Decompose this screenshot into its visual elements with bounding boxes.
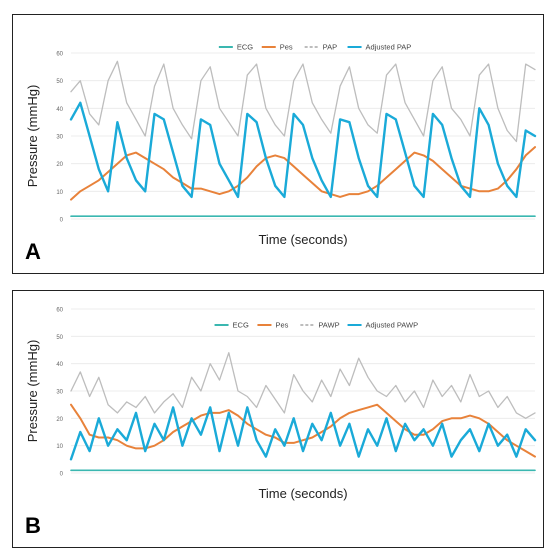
panel-label-a: A — [25, 239, 41, 264]
chart-b-x-axis-label: Time (seconds) — [258, 486, 347, 501]
chart-a-y-tick-label: 40 — [56, 107, 63, 113]
chart-b-y-tick-label: 30 — [56, 390, 63, 396]
chart-a-series-line-adjusted-pap — [69, 101, 537, 199]
chart-a-legend-label-pap: PAP — [323, 43, 337, 52]
chart-b-y-axis-label: Pressure (mmHg) — [25, 340, 40, 443]
chart-a-legend-label-pes: Pes — [280, 43, 293, 52]
chart-b-legend-label-adjusted-pawp: Adjusted PAWP — [366, 321, 419, 330]
chart-b-y-tick-label: 10 — [56, 444, 63, 450]
chart-a-legend-label-ecg: ECG — [237, 43, 253, 52]
chart-b-y-tick-label: 20 — [56, 417, 63, 423]
chart-a-legend-label-adjusted-pap: Adjusted PAP — [366, 43, 412, 52]
chart-b-series-line-adjusted-pawp — [69, 406, 537, 461]
chart-a-y-tick-label: 10 — [56, 190, 63, 196]
chart-a-y-tick-label: 50 — [56, 79, 63, 85]
chart-a-y-tick-label: 60 — [56, 52, 63, 58]
panel-label-b: B — [25, 513, 41, 538]
chart-b-y-tick-label: 0 — [60, 472, 64, 478]
chart-b-legend-label-ecg: ECG — [233, 321, 249, 330]
chart-panel-a: 0 10 20 30 40 50 60 Pressure (mmHg) Time (second… — [12, 14, 544, 274]
chart-b-series-line-pes — [70, 403, 536, 458]
chart-b-series-line-pawp — [70, 352, 536, 419]
chart-a-svg: 0 10 20 30 40 50 60 Pressure (mmHg) Time (second… — [25, 43, 537, 247]
chart-a-y-tick-label: 0 — [60, 218, 64, 224]
chart-b-y-tick-label: 40 — [56, 362, 63, 368]
chart-panel-b: 0 10 20 30 40 50 60 Pressure (mmHg) Time (second… — [12, 290, 544, 548]
chart-a-y-tick-label: 20 — [56, 162, 63, 168]
chart-a-y-tick-label: 30 — [56, 135, 63, 141]
chart-b-y-tick-label: 60 — [56, 308, 63, 314]
chart-b-legend-label-pes: Pes — [275, 321, 288, 330]
chart-b-svg: 0 10 20 30 40 50 60 Pressure (mmHg) Time (second… — [25, 308, 537, 501]
chart-a-y-axis-label: Pressure (mmHg) — [25, 85, 40, 188]
chart-b-legend-label-pawp: PAWP — [318, 321, 339, 330]
chart-a-series-line-pap — [70, 60, 536, 143]
chart-a-x-axis-label: Time (seconds) — [258, 232, 347, 247]
chart-b-y-tick-label: 50 — [56, 335, 63, 341]
